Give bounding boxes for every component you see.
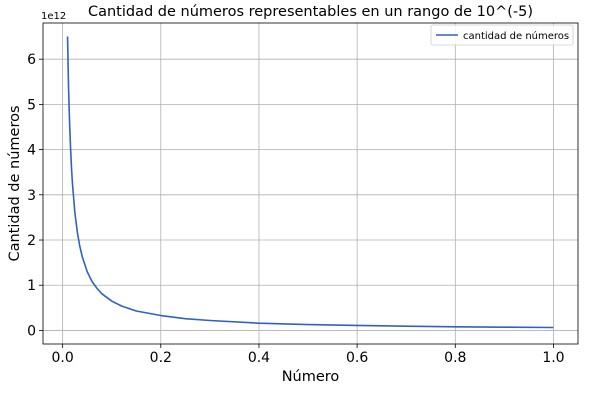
y-axis-offset-label: 1e12 xyxy=(41,11,66,22)
x-tick-label: 0.6 xyxy=(346,350,368,366)
x-tick-label: 1.0 xyxy=(542,350,564,366)
plot-frame xyxy=(42,22,579,345)
chart-title: Cantidad de números representables en un… xyxy=(88,4,533,20)
y-tick-label: 6 xyxy=(27,52,36,68)
y-tick-label: 0 xyxy=(27,323,36,339)
y-axis-label: Cantidad de números xyxy=(7,105,23,261)
x-tick-label: 0.2 xyxy=(150,350,172,366)
y-tick-label: 2 xyxy=(27,233,36,249)
series-line xyxy=(66,36,554,329)
legend-box xyxy=(430,24,574,46)
y-tick-label: 3 xyxy=(27,188,36,204)
x-axis-label: Número xyxy=(282,369,340,385)
grid xyxy=(43,23,578,344)
y-tick-label: 4 xyxy=(27,143,36,159)
x-tick-label: 0.4 xyxy=(248,350,270,366)
x-tick-label: 0.0 xyxy=(52,350,74,366)
y-tick-label: 1 xyxy=(27,278,36,294)
axis-ticks: 0.0 0.2 0.4 0.6 0.8 1.0 0 1 2 3 4 5 6 xyxy=(27,52,565,366)
series-layer xyxy=(66,36,554,329)
legend-label: cantidad de números xyxy=(463,30,569,42)
y-tick-label: 5 xyxy=(27,97,36,113)
legend: cantidad de números xyxy=(430,24,574,46)
x-tick-label: 0.8 xyxy=(444,350,466,366)
